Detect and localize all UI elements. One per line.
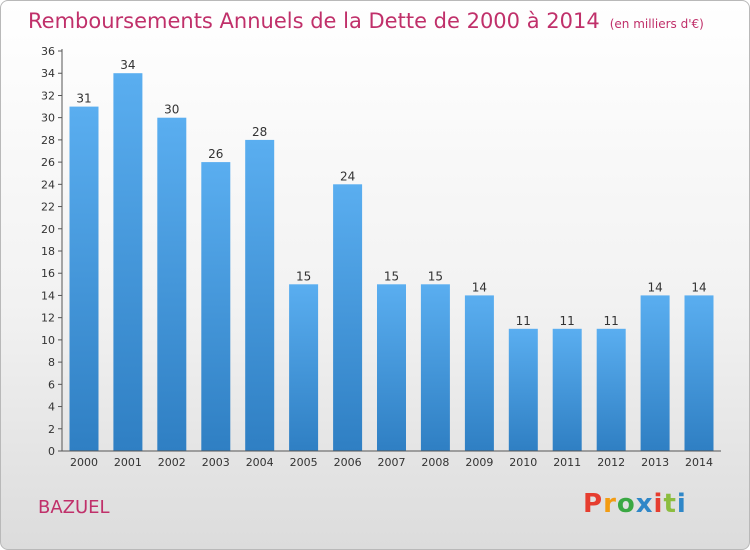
x-tick-label: 2006 (334, 456, 362, 469)
y-tick-label: 32 (41, 89, 55, 102)
x-tick-label: 2000 (70, 456, 98, 469)
logo-letter: t (663, 489, 677, 519)
y-tick-label: 28 (41, 134, 55, 147)
y-tick-label: 30 (41, 112, 55, 125)
bar-2004 (245, 139, 275, 451)
logo-letter: x (635, 489, 654, 519)
proxiti-logo: Proxiti (583, 489, 687, 519)
data-label-2003: 26 (208, 147, 223, 161)
y-tick-label: 4 (48, 401, 55, 414)
logo-letter: i (653, 489, 664, 519)
data-label-2002: 30 (164, 103, 179, 117)
x-tick-label: 2004 (246, 456, 274, 469)
bar-2013 (640, 295, 670, 451)
y-tick-label: 18 (41, 245, 55, 258)
bar-2012 (596, 328, 626, 451)
data-label-2013: 14 (647, 280, 662, 294)
bar-2009 (464, 295, 494, 451)
logo-letter: o (616, 489, 636, 519)
bar-2002 (157, 117, 187, 451)
logo-letter: i (676, 489, 687, 519)
commune-name: BAZUEL (38, 497, 110, 518)
chart-title-line: Remboursements Annuels de la Dette de 20… (28, 9, 704, 33)
bar-2005 (289, 284, 319, 451)
bar-2011 (552, 328, 582, 451)
x-tick-label: 2008 (421, 456, 449, 469)
data-label-2012: 11 (604, 314, 619, 328)
y-tick-label: 0 (48, 445, 55, 458)
bar-2003 (201, 162, 231, 451)
x-tick-label: 2011 (553, 456, 581, 469)
x-tick-label: 2013 (641, 456, 669, 469)
x-tick-label: 2012 (597, 456, 625, 469)
data-label-2005: 15 (296, 269, 311, 283)
chart-subtitle: (en milliers d'€) (609, 17, 704, 31)
data-label-2000: 31 (76, 92, 91, 106)
bar-2007 (377, 284, 406, 451)
x-tick-label: 2003 (202, 456, 230, 469)
y-tick-label: 22 (41, 201, 55, 214)
y-tick-label: 14 (41, 289, 55, 302)
data-label-2014: 14 (691, 280, 706, 294)
data-label-2007: 15 (384, 269, 399, 283)
x-tick-label: 2007 (378, 456, 406, 469)
y-tick-label: 16 (41, 267, 55, 280)
data-label-2004: 28 (252, 125, 267, 139)
x-tick-label: 2010 (509, 456, 537, 469)
x-tick-label: 2014 (685, 456, 713, 469)
chart-axes: 2000 2001 2002 2003 2004 2005 2006 2007 2008 2009… (41, 45, 721, 469)
bar-2014 (684, 295, 714, 451)
bar-2001 (113, 73, 143, 451)
data-label-2011: 11 (560, 314, 575, 328)
logo-letter: r (603, 489, 617, 519)
bar-series: 31 34 30 26 28 15 24 15 15 14 11 11 11 14 14 (69, 58, 714, 452)
chart-title: Remboursements Annuels de la Dette de 20… (28, 9, 600, 33)
x-tick-label: 2005 (290, 456, 318, 469)
y-tick-label: 34 (41, 67, 55, 80)
data-label-2009: 14 (472, 280, 487, 294)
x-tick-label: 2001 (114, 456, 142, 469)
logo-letter: P (583, 489, 604, 519)
bar-2010 (508, 328, 538, 451)
x-tick-label: 2009 (465, 456, 493, 469)
x-tick-label: 2002 (158, 456, 186, 469)
bar-2008 (420, 284, 450, 451)
y-tick-label: 8 (48, 356, 55, 369)
data-label-2006: 24 (340, 169, 355, 183)
y-tick-label: 2 (48, 423, 55, 436)
y-tick-label: 24 (41, 178, 55, 191)
y-tick-label: 12 (41, 312, 55, 325)
y-tick-label: 26 (41, 156, 55, 169)
data-label-2001: 34 (120, 58, 135, 72)
y-tick-label: 36 (41, 45, 55, 58)
data-label-2008: 15 (428, 269, 443, 283)
data-label-2010: 11 (516, 314, 531, 328)
y-tick-label: 6 (48, 378, 55, 391)
y-tick-label: 10 (41, 334, 55, 347)
bar-2000 (69, 106, 99, 451)
y-tick-label: 20 (41, 223, 55, 236)
bar-2006 (333, 184, 363, 452)
